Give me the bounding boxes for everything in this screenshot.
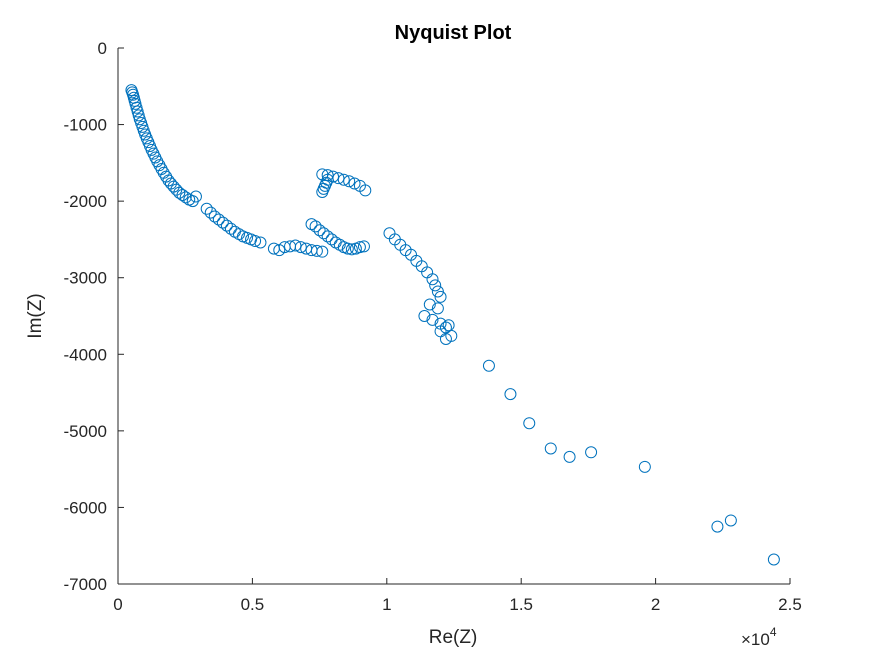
data-point: [431, 285, 444, 298]
data-point: [426, 313, 439, 326]
data-point: [310, 244, 323, 257]
data-point: [216, 216, 229, 229]
data-point: [359, 184, 372, 197]
data-point: [343, 175, 356, 188]
axes: 0 0.5 1 1.5 2 2.5 0 -1000 -2000 -3000 -4000 -5000 -6…: [64, 39, 802, 614]
data-point: [321, 230, 334, 243]
x-tick-label: 0: [113, 595, 122, 614]
x-tick-label: 2: [651, 595, 660, 614]
data-point: [442, 319, 455, 332]
data-points: [125, 84, 780, 566]
data-point: [348, 177, 361, 190]
data-point: [189, 190, 202, 203]
y-tick-label: -7000: [64, 575, 107, 594]
data-point: [289, 239, 302, 252]
data-point: [317, 227, 330, 240]
x-axis-title: Re(Z): [429, 627, 478, 648]
y-tick-label: -3000: [64, 269, 107, 288]
data-point: [173, 186, 186, 199]
data-point: [321, 173, 334, 186]
data-point: [204, 206, 217, 219]
data-point: [711, 520, 724, 533]
y-tick-label: -4000: [64, 345, 107, 364]
data-point: [482, 359, 495, 372]
data-point: [220, 219, 233, 232]
y-tick-label: -6000: [64, 498, 107, 517]
y-axis-title: Im(Z): [25, 293, 46, 338]
y-tick-label: -2000: [64, 192, 107, 211]
y-tick-label: -5000: [64, 422, 107, 441]
data-point: [563, 450, 576, 463]
x-multiplier-base: ×10: [741, 630, 770, 649]
data-point: [316, 245, 329, 258]
data-point: [208, 210, 221, 223]
data-point: [313, 224, 326, 237]
data-point: [341, 242, 354, 255]
data-point: [426, 273, 439, 286]
data-point: [357, 240, 370, 253]
data-point: [418, 310, 431, 322]
data-point: [585, 446, 598, 459]
x-multiplier-label: ×104: [741, 625, 777, 649]
data-point: [353, 241, 366, 254]
x-tick-label: 0.5: [241, 595, 265, 614]
data-point: [523, 417, 536, 430]
chart-title: Nyquist Plot: [395, 22, 512, 44]
data-point: [179, 191, 192, 204]
data-point: [767, 553, 780, 566]
x-tick-label: 2.5: [778, 595, 802, 614]
data-point: [423, 298, 436, 311]
data-point: [544, 442, 557, 455]
x-tick-label: 1.5: [509, 595, 533, 614]
data-point: [337, 173, 350, 186]
data-point: [200, 202, 213, 215]
data-point: [434, 290, 447, 303]
data-point: [345, 243, 358, 256]
data-point: [176, 189, 189, 202]
data-point: [309, 220, 322, 233]
data-point: [429, 279, 442, 292]
data-point: [431, 302, 444, 315]
data-point: [724, 514, 737, 527]
data-point: [504, 388, 517, 401]
x-tick-label: 1: [382, 595, 391, 614]
data-point: [254, 236, 267, 249]
data-point: [212, 213, 225, 226]
data-point: [249, 234, 262, 247]
y-tick-label: -1000: [64, 116, 107, 135]
data-point: [294, 241, 307, 254]
x-multiplier-exponent: 4: [770, 625, 777, 639]
y-tick-label: 0: [98, 39, 107, 58]
data-point: [638, 460, 651, 473]
